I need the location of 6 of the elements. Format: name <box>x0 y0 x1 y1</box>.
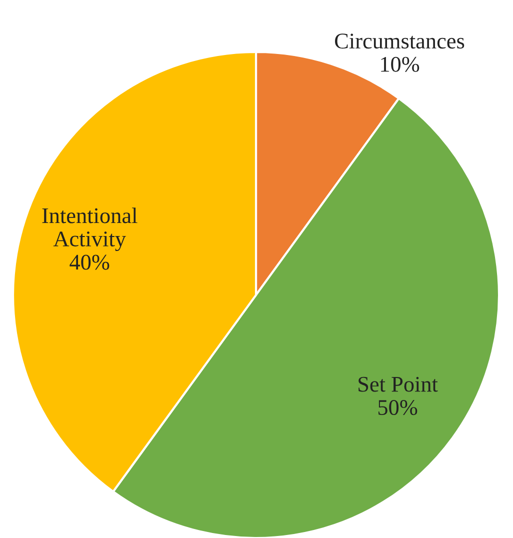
data-label: 50% <box>378 400 418 416</box>
data-label: 10% <box>381 56 420 72</box>
slice-label: Circumstances <box>335 34 464 49</box>
slice-label: Set Point <box>358 376 438 392</box>
slice-label: Intentional Activity <box>42 208 138 252</box>
data-label: 40% <box>70 254 110 270</box>
